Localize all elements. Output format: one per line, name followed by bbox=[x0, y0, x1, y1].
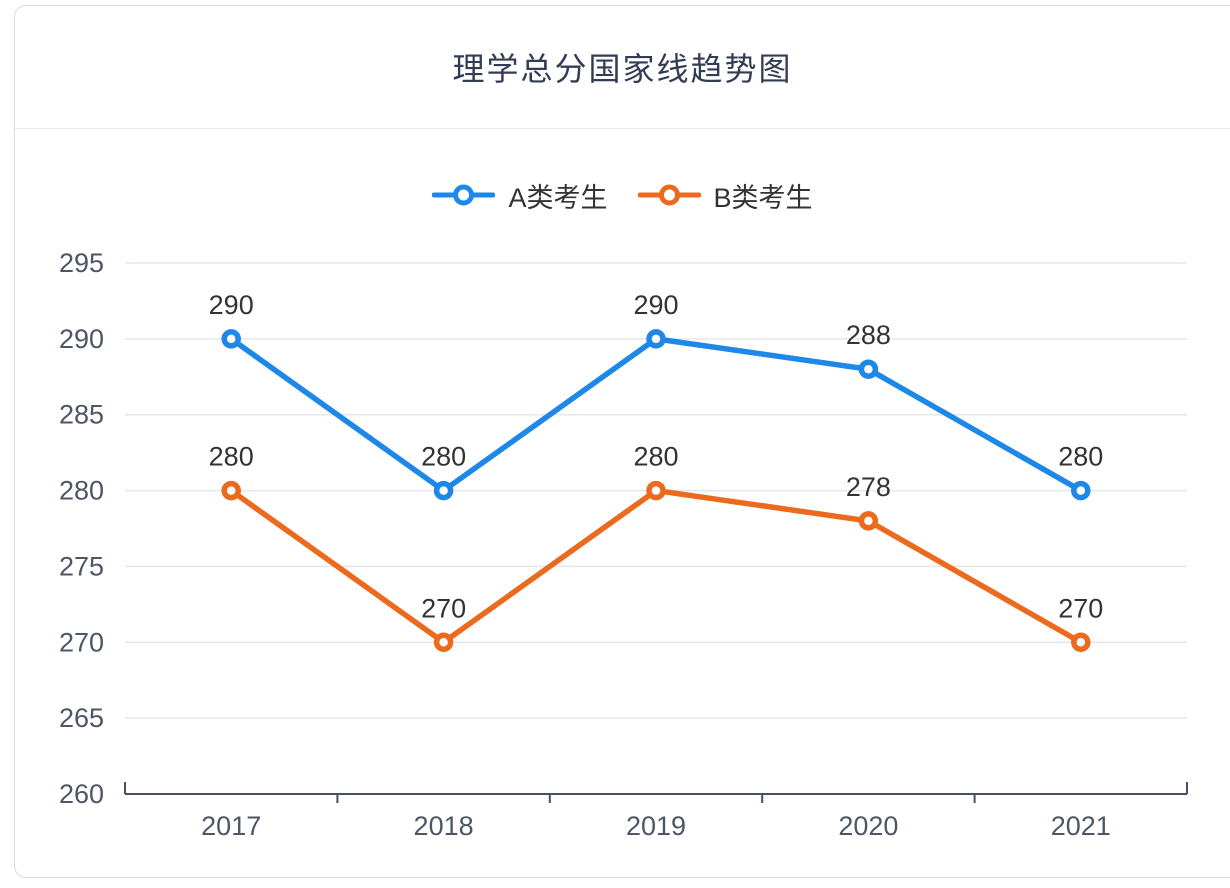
data-label: 270 bbox=[421, 593, 466, 623]
x-axis-label: 2020 bbox=[838, 811, 898, 841]
data-label: 290 bbox=[209, 290, 254, 320]
data-label: 290 bbox=[633, 290, 678, 320]
data-label: 280 bbox=[1058, 442, 1103, 472]
legend-label: A类考生 bbox=[508, 182, 608, 213]
line-chart: 260 265 270 275 280 285 290 295 2017 2018 2019 2020… bbox=[59, 248, 1188, 841]
data-label: 270 bbox=[1058, 593, 1103, 623]
data-point-marker[interactable] bbox=[646, 480, 666, 501]
x-axis-label: 2018 bbox=[414, 811, 474, 841]
data-label: 280 bbox=[209, 442, 254, 472]
y-axis-label: 265 bbox=[59, 703, 104, 733]
legend-label: B类考生 bbox=[713, 182, 813, 213]
data-point-marker[interactable] bbox=[221, 480, 241, 501]
x-axis-label: 2019 bbox=[626, 811, 686, 841]
legend-marker-icon bbox=[637, 184, 701, 206]
data-point-marker[interactable] bbox=[858, 359, 879, 379]
data-point-marker[interactable] bbox=[1071, 632, 1091, 653]
data-label: 288 bbox=[846, 320, 891, 350]
chart-card: 理学总分国家线趋势图 A类考生 B类考生 260 265 270 275 280 285 29… bbox=[14, 5, 1230, 878]
data-label: 278 bbox=[846, 472, 891, 502]
data-point-marker[interactable] bbox=[646, 329, 666, 349]
legend-marker-icon bbox=[432, 184, 496, 206]
chart-title: 理学总分国家线趋势图 bbox=[452, 51, 793, 87]
legend-item[interactable]: B类考生 bbox=[637, 176, 813, 215]
y-axis-label: 285 bbox=[59, 400, 104, 430]
chart-header: 理学总分国家线趋势图 bbox=[15, 6, 1230, 129]
y-axis-label: 260 bbox=[59, 779, 104, 809]
data-label: 280 bbox=[633, 442, 678, 472]
legend-item[interactable]: A类考生 bbox=[432, 176, 608, 215]
data-point-marker[interactable] bbox=[221, 329, 241, 349]
y-axis-label: 270 bbox=[59, 627, 104, 657]
legend: A类考生 B类考生 bbox=[15, 175, 1230, 215]
y-axis-label: 295 bbox=[59, 248, 104, 278]
data-point-marker[interactable] bbox=[858, 511, 879, 531]
data-point-marker[interactable] bbox=[433, 632, 454, 653]
x-axis-label: 2017 bbox=[201, 811, 261, 841]
data-point-marker[interactable] bbox=[1071, 480, 1091, 501]
y-axis-label: 280 bbox=[59, 476, 104, 506]
y-axis-label: 275 bbox=[59, 551, 104, 581]
data-label: 280 bbox=[421, 442, 466, 472]
data-point-marker[interactable] bbox=[433, 480, 454, 501]
x-axis-label: 2021 bbox=[1051, 811, 1111, 841]
y-axis-label: 290 bbox=[59, 324, 104, 354]
